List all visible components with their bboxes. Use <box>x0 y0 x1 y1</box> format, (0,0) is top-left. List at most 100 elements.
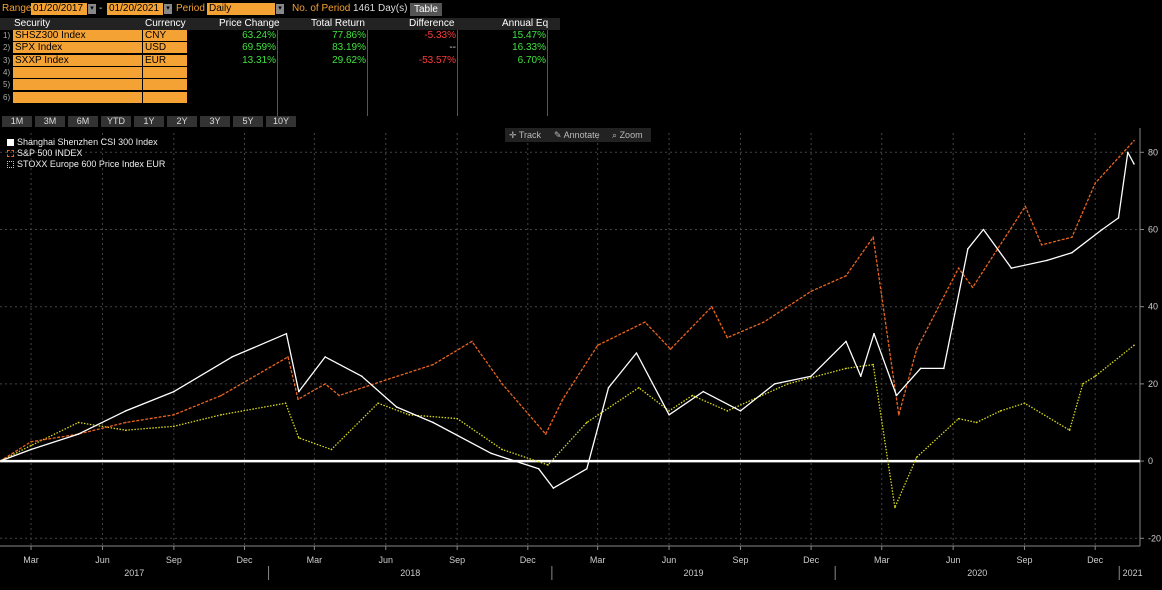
series-point-stoxx <box>637 386 640 389</box>
series-point-stoxx <box>787 383 789 385</box>
num-period-label: No. of Period <box>292 3 351 14</box>
series-point-stoxx <box>1068 429 1071 432</box>
security-field[interactable]: SPX Index <box>13 42 142 54</box>
zoom-button[interactable]: ⌕ Zoom <box>612 128 643 142</box>
series-point-csi300 <box>668 413 670 416</box>
total-return-value <box>280 92 366 103</box>
x-tick-label: Sep <box>732 555 748 565</box>
series-point-spx <box>915 348 918 350</box>
annual-eq-value: 6.70% <box>517 54 546 66</box>
security-field[interactable] <box>13 91 142 103</box>
range-dash: - <box>99 3 103 14</box>
x-tick-label: Jun <box>662 555 677 565</box>
end-date-field[interactable]: 01/20/2021 <box>107 3 163 15</box>
year-label: 2020 <box>967 568 987 578</box>
series-point-csi300 <box>324 356 327 358</box>
series-point-csi300 <box>490 452 493 455</box>
period-button-ytd[interactable]: YTD <box>101 116 131 127</box>
currency-field[interactable] <box>143 79 187 91</box>
series-point-spx <box>1094 182 1096 184</box>
track-button[interactable]: ✛ Track <box>509 128 541 142</box>
series-point-spx <box>501 383 503 385</box>
security-field[interactable]: SXXP Index <box>13 54 142 66</box>
table-button[interactable]: Table <box>410 3 442 16</box>
start-date-field[interactable]: 01/20/2017 <box>31 3 87 15</box>
currency-field[interactable] <box>143 66 187 78</box>
series-point-stoxx <box>408 413 410 416</box>
x-tick-label: Mar <box>874 555 890 565</box>
col-divider <box>277 30 278 116</box>
period-button-3y[interactable]: 3Y <box>200 116 230 127</box>
period-button-2y[interactable]: 2Y <box>167 116 197 127</box>
x-tick-label: Sep <box>1017 555 1033 565</box>
security-field[interactable]: SHSZ300 Index <box>13 30 142 41</box>
price-change-value <box>190 92 276 103</box>
series-point-csi300 <box>1046 259 1048 262</box>
series-point-spx <box>971 286 974 289</box>
period-button-5y[interactable]: 5Y <box>233 116 263 127</box>
end-date-calendar-icon[interactable]: ▾ <box>164 4 172 14</box>
period-dropdown-icon[interactable]: ▾ <box>276 4 284 14</box>
securities-table: Security Currency Price Change Total Ret… <box>0 18 560 116</box>
period-select[interactable]: Daily <box>207 3 275 15</box>
series-point-spx <box>726 336 729 339</box>
period-button-6m[interactable]: 6M <box>68 116 98 127</box>
performance-chart[interactable]: -20 0 20 40 60 80 Mar Jun Sep Dec Mar Jun Sep Dec Mar J… <box>0 128 1162 590</box>
legend-swatch-csi300 <box>7 139 14 146</box>
currency-field[interactable]: CNY <box>143 30 187 41</box>
series-point-stoxx <box>915 456 918 459</box>
difference-value: -- <box>449 42 456 54</box>
total-return-value: 83.19% <box>332 42 366 54</box>
series-point-stoxx <box>668 410 670 412</box>
total-return-value: 77.86% <box>332 30 366 41</box>
y-tick-label: 80 <box>1148 147 1158 157</box>
series-point-stoxx <box>377 402 379 404</box>
series-point-stoxx <box>957 417 960 420</box>
period-button-1y[interactable]: 1Y <box>134 116 164 127</box>
series-point-csi300 <box>635 352 638 354</box>
series-point-csi300 <box>285 332 288 335</box>
series-point-stoxx <box>872 363 875 366</box>
x-tick-label: Jun <box>95 555 110 565</box>
legend-item-stoxx[interactable]: STOXX Europe 600 Price Index EUR <box>7 159 165 169</box>
row-index: 3) <box>3 55 11 65</box>
legend-label-spx: S&P 500 INDEX <box>17 148 83 158</box>
annual-eq-value: 15.47% <box>512 30 546 41</box>
legend-item-spx[interactable]: S&P 500 INDEX <box>7 148 82 158</box>
series-point-stoxx <box>220 413 223 416</box>
security-field[interactable] <box>13 66 142 78</box>
annotate-button[interactable]: ✎ Annotate <box>554 128 600 142</box>
currency-field[interactable]: USD <box>143 42 187 54</box>
series-point-spx <box>324 383 327 385</box>
period-button-3m[interactable]: 3M <box>35 116 65 127</box>
x-tick-label: Dec <box>803 555 820 565</box>
series-point-csi300 <box>919 367 922 370</box>
period-button-10y[interactable]: 10Y <box>266 116 296 127</box>
series-point-csi300 <box>773 383 776 385</box>
year-label: 2021 <box>1123 568 1143 578</box>
series-point-spx <box>561 398 564 401</box>
y-tick-label: -20 <box>1148 533 1161 543</box>
y-tick-label: 40 <box>1148 302 1158 312</box>
table-header-bg <box>0 18 560 30</box>
period-label: Period <box>176 3 205 14</box>
series-point-spx <box>669 348 672 350</box>
x-tick-label: Dec <box>1087 555 1104 565</box>
legend-item-csi300[interactable]: Shanghai Shenzhen CSI 300 Index <box>7 137 158 147</box>
series-point-csi300 <box>873 332 875 335</box>
security-field[interactable] <box>13 79 142 91</box>
zoom-label: Zoom <box>619 130 643 140</box>
series-point-csi300 <box>810 375 812 377</box>
currency-field[interactable]: EUR <box>143 54 187 66</box>
year-label: 2019 <box>684 568 704 578</box>
period-button-1m[interactable]: 1M <box>2 116 32 127</box>
top-bar: Range 01/20/2017 ▾ - 01/20/2021 ▾ Period… <box>0 0 1162 18</box>
price-change-value <box>190 79 276 90</box>
start-date-calendar-icon[interactable]: ▾ <box>88 4 96 14</box>
col-divider <box>457 30 458 116</box>
currency-field[interactable] <box>143 91 187 103</box>
legend-label-stoxx: STOXX Europe 600 Price Index EUR <box>17 159 166 169</box>
series-point-csi300 <box>585 468 588 470</box>
series-point-spx <box>710 305 713 308</box>
total-return-value: 29.62% <box>332 54 366 66</box>
